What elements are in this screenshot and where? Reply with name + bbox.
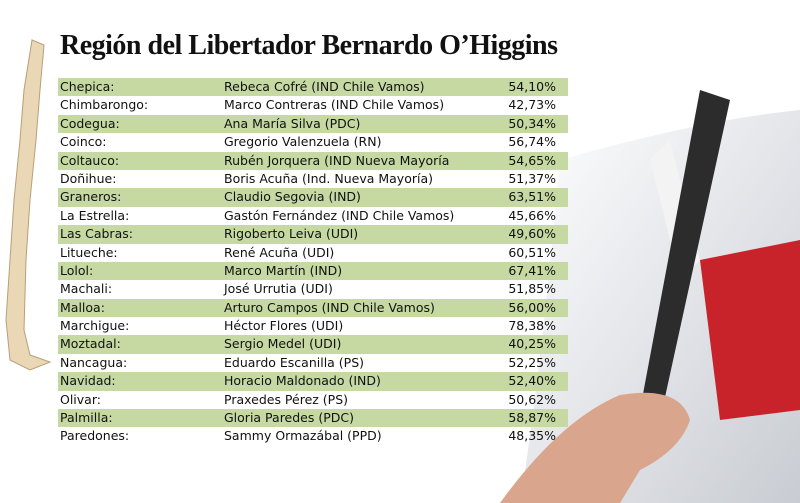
table-row: Marchigue: Héctor Flores (UDI) 78,38%: [58, 317, 568, 335]
vote-share: 51,85%: [508, 281, 556, 297]
candidate: Horacio Maldonado (IND): [224, 373, 381, 389]
pencil: [640, 90, 730, 420]
vote-share: 60,51%: [508, 244, 556, 260]
candidate: Marco Contreras (IND Chile Vamos): [224, 97, 445, 113]
commune: Paredones:: [60, 428, 130, 444]
ballot-red: [700, 240, 800, 420]
candidate: Arturo Campos (IND Chile Vamos): [224, 299, 435, 315]
vote-share: 52,25%: [508, 354, 556, 370]
commune: Olivar:: [60, 391, 101, 407]
commune: Navidad:: [60, 373, 116, 389]
table-row: Paredones: Sammy Ormazábal (PPD) 48,35%: [58, 427, 568, 445]
title: Región del Libertador Bernardo O’Higgins: [60, 30, 558, 61]
vote-share: 50,62%: [508, 391, 556, 407]
hand: [500, 392, 690, 503]
candidate: Rubén Jorquera (IND Nueva Mayoría: [224, 152, 450, 168]
table-row: Olivar: Praxedes Pérez (PS) 50,62%: [58, 391, 568, 409]
table-row: Coltauco: Rubén Jorquera (IND Nueva Mayor…: [58, 151, 568, 170]
table-row: Navidad: Horacio Maldonado (IND) 52,40%: [58, 372, 568, 391]
vote-share: 45,66%: [508, 207, 556, 223]
commune: Malloa:: [60, 299, 105, 315]
table-row: Palmilla: Gloria Paredes (PDC) 58,87%: [58, 409, 568, 428]
vote-share: 51,37%: [508, 170, 556, 186]
map-outline: [5, 39, 52, 371]
commune: Machali:: [60, 281, 113, 297]
commune: Nancagua:: [60, 354, 128, 370]
commune: Palmilla:: [60, 410, 113, 426]
commune: Coinco:: [60, 134, 107, 150]
table-row: Doñihue: Boris Acuña (Ind. Nueva Mayoría)…: [58, 170, 568, 188]
commune: Chimbarongo:: [60, 97, 149, 113]
commune: Lolol:: [60, 262, 94, 278]
commune: Codegua:: [60, 115, 120, 131]
vote-share: 58,87%: [508, 410, 556, 426]
table-row: Chepica: Rebeca Cofré (IND Chile Vamos) 54…: [58, 78, 568, 97]
candidate: Boris Acuña (Ind. Nueva Mayoría): [224, 170, 434, 186]
commune: Graneros:: [60, 189, 122, 205]
candidate: Claudio Segovia (IND): [224, 189, 361, 205]
vote-share: 54,65%: [508, 152, 556, 168]
table-row: Las Cabras: Rigoberto Leiva (UDI) 49,60%: [58, 225, 568, 244]
vote-share: 52,40%: [508, 373, 556, 389]
candidate: José Urrutia (UDI): [224, 281, 333, 297]
candidate: Rebeca Cofré (IND Chile Vamos): [224, 79, 425, 94]
table-row: Machali: José Urrutia (UDI) 51,85%: [58, 280, 568, 298]
vote-share: 54,10%: [508, 79, 556, 94]
commune: Marchigue:: [60, 318, 130, 334]
vote-share: 67,41%: [508, 262, 556, 278]
table-row: Graneros: Claudio Segovia (IND) 63,51%: [58, 188, 568, 207]
table-row: Malloa: Arturo Campos (IND Chile Vamos) 56…: [58, 298, 568, 318]
candidate: Sammy Ormazábal (PPD): [224, 428, 382, 444]
vote-share: 42,73%: [508, 97, 556, 113]
vote-share: 56,00%: [508, 299, 556, 315]
candidate: Marco Martín (IND): [224, 262, 343, 278]
commune: Las Cabras:: [60, 226, 133, 242]
commune: Doñihue:: [60, 170, 117, 186]
candidate: Sergio Medel (UDI): [224, 336, 342, 352]
table-row: Nancagua: Eduardo Escanilla (PS) 52,25%: [58, 354, 568, 372]
table-row: Coinco: Gregorio Valenzuela (RN) 56,74%: [58, 133, 568, 151]
candidate: Ana María Silva (PDC): [224, 115, 361, 131]
commune: Moztadal:: [60, 336, 121, 352]
candidate: Gloria Paredes (PDC): [224, 410, 354, 426]
table-row: Moztadal: Sergio Medel (UDI) 40,25%: [58, 335, 568, 354]
commune: La Estrella:: [60, 207, 130, 223]
commune: Litueche:: [60, 244, 118, 260]
candidate: René Acuña (UDI): [224, 244, 335, 260]
candidate: Héctor Flores (UDI): [224, 318, 344, 334]
candidate: Gastón Fernández (IND Chile Vamos): [224, 207, 455, 223]
candidate: Praxedes Pérez (PS): [224, 391, 349, 407]
vote-share: 48,35%: [508, 428, 556, 444]
table-row: Codegua: Ana María Silva (PDC) 50,34%: [58, 114, 568, 134]
candidate: Rigoberto Leiva (UDI): [224, 226, 359, 242]
vote-share: 56,74%: [508, 134, 556, 150]
candidate: Eduardo Escanilla (PS): [224, 354, 365, 370]
table-row: La Estrella: Gastón Fernández (IND Chile …: [58, 207, 568, 225]
vote-share: 78,38%: [508, 318, 556, 334]
table-row: Chimbarongo: Marco Contreras (IND Chile V…: [58, 96, 568, 114]
results-table: Chepica: Rebeca Cofré (IND Chile Vamos) 54…: [58, 78, 568, 446]
commune: Chepica:: [60, 79, 115, 94]
vote-share: 40,25%: [508, 336, 556, 352]
commune: Coltauco:: [60, 152, 120, 168]
vote-share: 63,51%: [508, 189, 556, 205]
vote-share: 49,60%: [508, 226, 556, 242]
table-row: Litueche: René Acuña (UDI) 60,51%: [58, 244, 568, 262]
vote-share: 50,34%: [508, 115, 556, 131]
candidate: Gregorio Valenzuela (RN): [224, 134, 382, 150]
table-row: Lolol: Marco Martín (IND) 67,41%: [58, 261, 568, 281]
